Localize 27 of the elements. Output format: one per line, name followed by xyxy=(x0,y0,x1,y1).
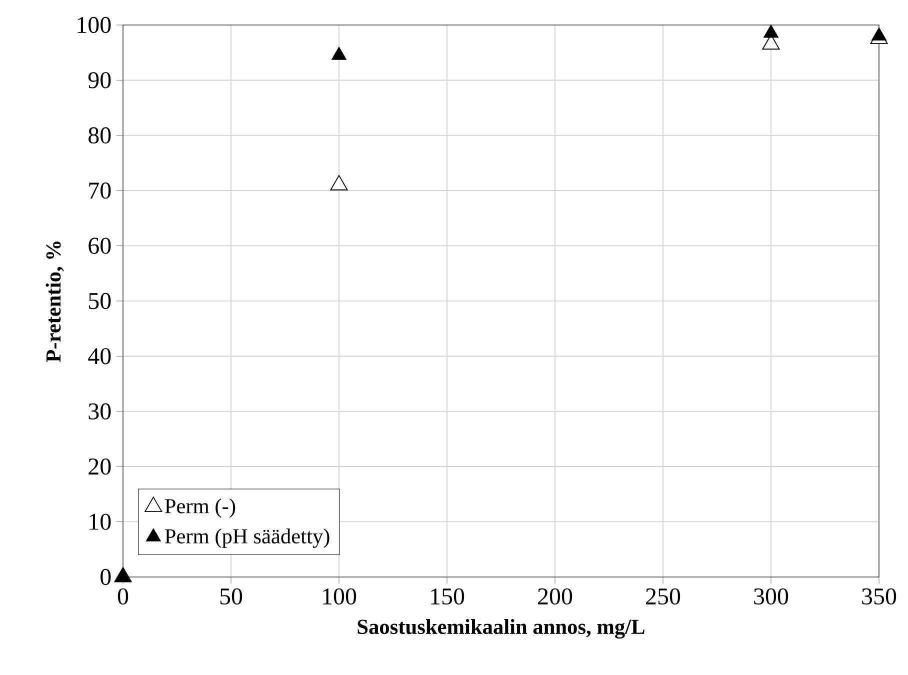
x-tick-label: 50 xyxy=(220,588,242,605)
point xyxy=(330,175,348,190)
x-tick-label: 200 xyxy=(538,588,572,605)
legend-label: Perm (-) xyxy=(164,498,236,518)
y-tick-label: 70 xyxy=(89,182,111,199)
point xyxy=(332,46,346,60)
x-tick-label: 0 xyxy=(118,588,128,605)
point xyxy=(764,24,778,38)
point xyxy=(872,28,886,41)
y-tick-label: 50 xyxy=(89,292,111,310)
y-tick-label: 0 xyxy=(100,568,111,586)
y-tick-label: 80 xyxy=(88,127,111,144)
y-tick-label: 20 xyxy=(88,458,111,475)
y-tick-label: 10 xyxy=(90,514,111,530)
x-tick-label: 100 xyxy=(323,588,356,605)
x-tick-label: 150 xyxy=(431,588,464,605)
x-tick-label: 350 xyxy=(862,588,896,605)
x-axis-title: Saostuskemikaalin annos, mg/L xyxy=(358,619,644,639)
y-tick-label: 60 xyxy=(88,238,111,254)
y-tick-label: 30 xyxy=(88,403,111,420)
legend-label: Perm (pH säädetty) xyxy=(164,528,330,548)
y-tick-label: 90 xyxy=(88,72,111,88)
x-tick-label: 300 xyxy=(754,588,788,605)
y-tick-label: 100 xyxy=(78,16,111,34)
y-axis-title: P-retentio, % xyxy=(46,242,64,362)
y-tick-label: 40 xyxy=(88,348,111,364)
x-tick-label: 250 xyxy=(646,588,680,605)
